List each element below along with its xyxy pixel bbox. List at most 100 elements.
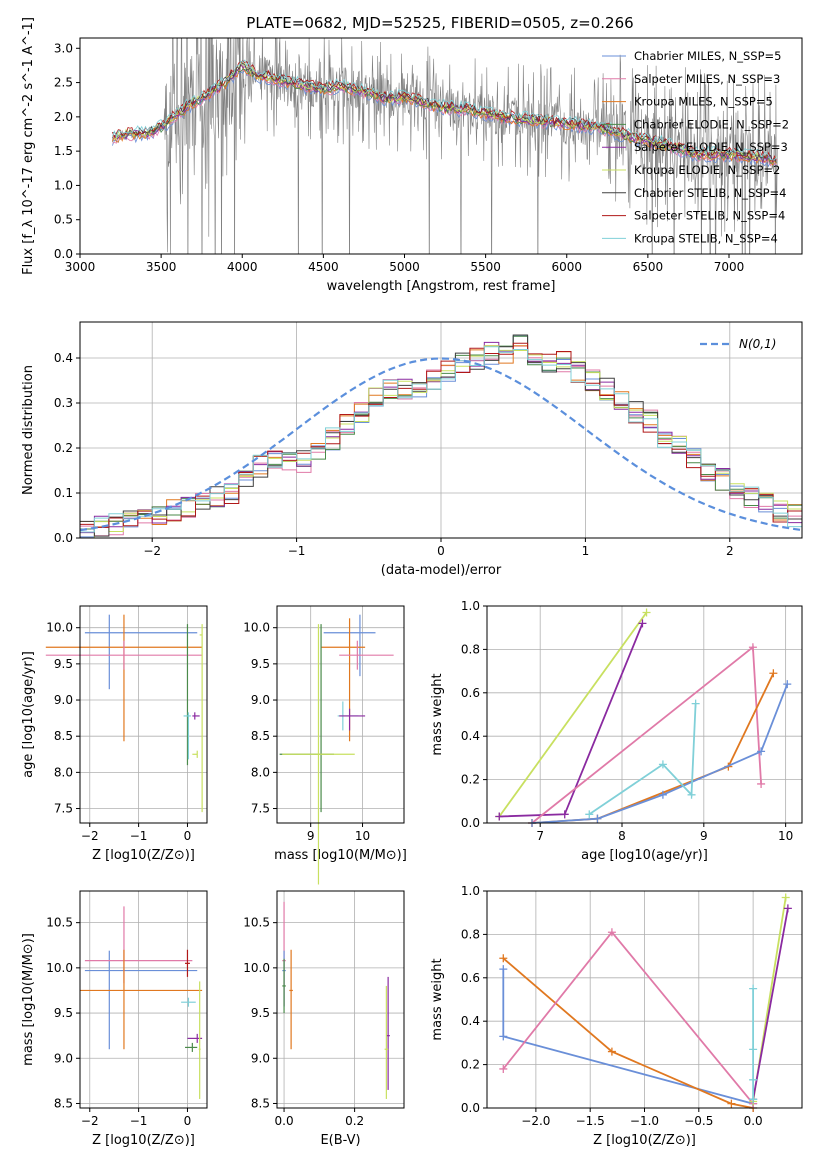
series-marker [607,1047,616,1056]
y-tick-label: 0.0 [461,1101,480,1115]
y-tick-label: 0.0 [54,247,73,261]
x-axis-label: Z [log10(Z/Z⊙)] [92,1133,195,1148]
x-tick-label: 3000 [65,260,96,274]
series-line-sm [502,930,754,1105]
y-tick-label: 0.6 [461,686,480,700]
y-tick-label: 10.0 [243,621,270,635]
y-tick-label: 0.8 [461,642,480,656]
series-marker [757,779,766,788]
series-marker [499,965,508,974]
x-tick-label: 6500 [633,260,664,274]
y-axis-label: mass weight [430,958,445,1040]
series-line-sm [531,645,762,824]
y-tick-label: 9.0 [54,1051,73,1065]
plot-frame [486,605,803,824]
x-tick-label: 0 [437,544,445,558]
plot-frame [79,321,803,539]
y-tick-label: 0.0 [461,816,480,830]
y-tick-label: 0.4 [54,351,73,365]
series-marker [585,810,594,819]
y-tick-label: 10.0 [46,621,73,635]
x-tick-label: 10 [355,829,370,843]
histogram-step-ss [80,342,802,528]
x-tick-label: 0 [184,1114,192,1128]
panel-2: −2 −1 0 7.5 8.0 8.5 9.0 9.5 10.0 Z [log10(Z/Z⊙)] a… [21,605,208,863]
series-line-ks [588,703,697,816]
x-tick-label: −1.5 [576,1114,605,1128]
plot-frame [276,890,405,1109]
x-tick-label: −2 [81,1114,99,1128]
x-axis-label: Z [log10(Z/Z⊙)] [92,848,195,863]
legend-entry: Salpeter MILES, N_SSP=3 [634,72,780,86]
legend-entry: Salpeter ELODIE, N_SSP=3 [634,140,788,154]
y-tick-label: 10.5 [46,916,73,930]
y-tick-label: 0.6 [461,971,480,985]
y-tick-label: 1.0 [54,178,73,192]
series-marker [748,643,757,652]
y-tick-label: 9.0 [54,693,73,707]
y-tick-label: 0.0 [54,531,73,545]
series-marker [783,680,792,689]
plot-frame [79,37,803,255]
series-marker [757,747,766,756]
legend-entry: Chabrier ELODIE, N_SSP=2 [634,117,789,131]
y-tick-label: 9.5 [251,657,270,671]
y-tick-label: 0.2 [461,1058,480,1072]
y-tick-label: 8.5 [251,729,270,743]
x-tick-label: 6000 [551,260,582,274]
legend-entry: Kroupa MILES, N_SSP=5 [634,95,773,109]
series-marker [658,790,667,799]
y-tick-label: 0.8 [461,927,480,941]
y-tick-label: 3.0 [54,41,73,55]
x-tick-label: −1.0 [630,1114,659,1128]
x-axis-label: Z [log10(Z/Z⊙)] [593,1133,696,1148]
x-tick-label: 9 [307,829,315,843]
x-axis-label: mass [log10(M/M⊙)] [274,848,407,863]
series-line-se [752,908,789,1100]
series-marker [495,812,504,821]
y-tick-label: 8.5 [54,1096,73,1110]
y-tick-label: 7.5 [54,802,73,816]
series-marker [499,1064,508,1073]
x-tick-label: −1 [288,544,306,558]
legend-entry: Salpeter STELIB, N_SSP=4 [634,209,785,223]
x-tick-label: 0.0 [744,1114,763,1128]
x-tick-label: 0 [184,829,192,843]
plot-frame [79,890,208,1109]
x-axis-label: (data-model)/error [381,563,502,578]
y-tick-label: 9.5 [251,1006,270,1020]
series-marker [749,1075,758,1084]
x-tick-label: 1 [582,544,590,558]
x-axis-label: wavelength [Angstrom, rest frame] [327,279,556,294]
y-tick-label: 10.0 [46,961,73,975]
y-tick-label: 10.0 [243,961,270,975]
y-tick-label: 0.3 [54,396,73,410]
x-tick-label: 7 [536,829,544,843]
x-tick-label: 5500 [470,260,501,274]
y-tick-label: 8.5 [251,1096,270,1110]
y-tick-label: 8.5 [54,729,73,743]
y-tick-label: 9.0 [251,693,270,707]
x-tick-label: 8 [618,829,626,843]
histogram-steps [80,334,802,538]
model-line-ks [112,59,777,161]
series-marker [769,669,778,678]
figure-title: PLATE=0682, MJD=52525, FIBERID=0505, z=0… [246,14,633,32]
model-line-ss [112,59,777,162]
x-tick-label: 0.2 [345,1114,364,1128]
legend-entry: Kroupa STELIB, N_SSP=4 [634,231,778,245]
normal-curve-line [80,357,802,532]
y-tick-label: 8.0 [251,765,270,779]
x-tick-label: −2 [143,544,161,558]
y-tick-label: 10.5 [243,916,270,930]
y-tick-label: 2.5 [54,76,73,90]
legend-entry: Chabrier MILES, N_SSP=5 [634,49,781,63]
x-tick-label: −1 [130,1114,148,1128]
series-line-ke [498,611,648,818]
panel-5: −2 −1 0 8.5 9.0 9.5 10.0 10.5 Z [log10(Z/Z⊙)] mas… [21,890,208,1148]
legend-entry: Kroupa ELODIE, N_SSP=2 [634,163,780,177]
y-tick-label: 0.4 [461,1014,480,1028]
y-axis-label: Normed distribution [21,365,36,495]
spectrum-lines [112,38,778,254]
